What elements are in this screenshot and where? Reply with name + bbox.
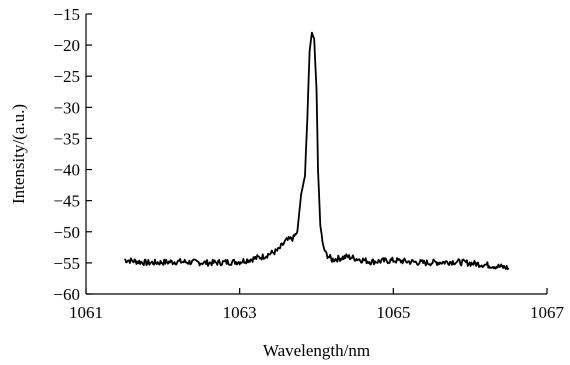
y-tick-label: −35 (53, 129, 80, 148)
x-tick-label: 1067 (530, 303, 565, 322)
y-tick-label: −30 (53, 98, 80, 117)
y-tick-label: −50 (53, 223, 80, 242)
y-tick-label: −25 (53, 67, 80, 86)
y-tick-label: −45 (53, 192, 80, 211)
series-line-0 (124, 31, 510, 271)
y-tick-label: −40 (53, 161, 80, 180)
y-tick-label: −55 (53, 254, 80, 273)
plot-area (124, 31, 510, 271)
y-tick-label: −15 (53, 5, 80, 24)
x-axis-label: Wavelength/nm (263, 341, 370, 360)
x-tick-label: 1063 (223, 303, 257, 322)
y-axis-label: Intensity/(a.u.) (9, 104, 28, 204)
y-tick-label: −60 (53, 285, 80, 304)
y-tick-label: −20 (53, 36, 80, 55)
x-tick-label: 1065 (376, 303, 410, 322)
x-tick-label: 1061 (69, 303, 103, 322)
axes (85, 13, 548, 295)
